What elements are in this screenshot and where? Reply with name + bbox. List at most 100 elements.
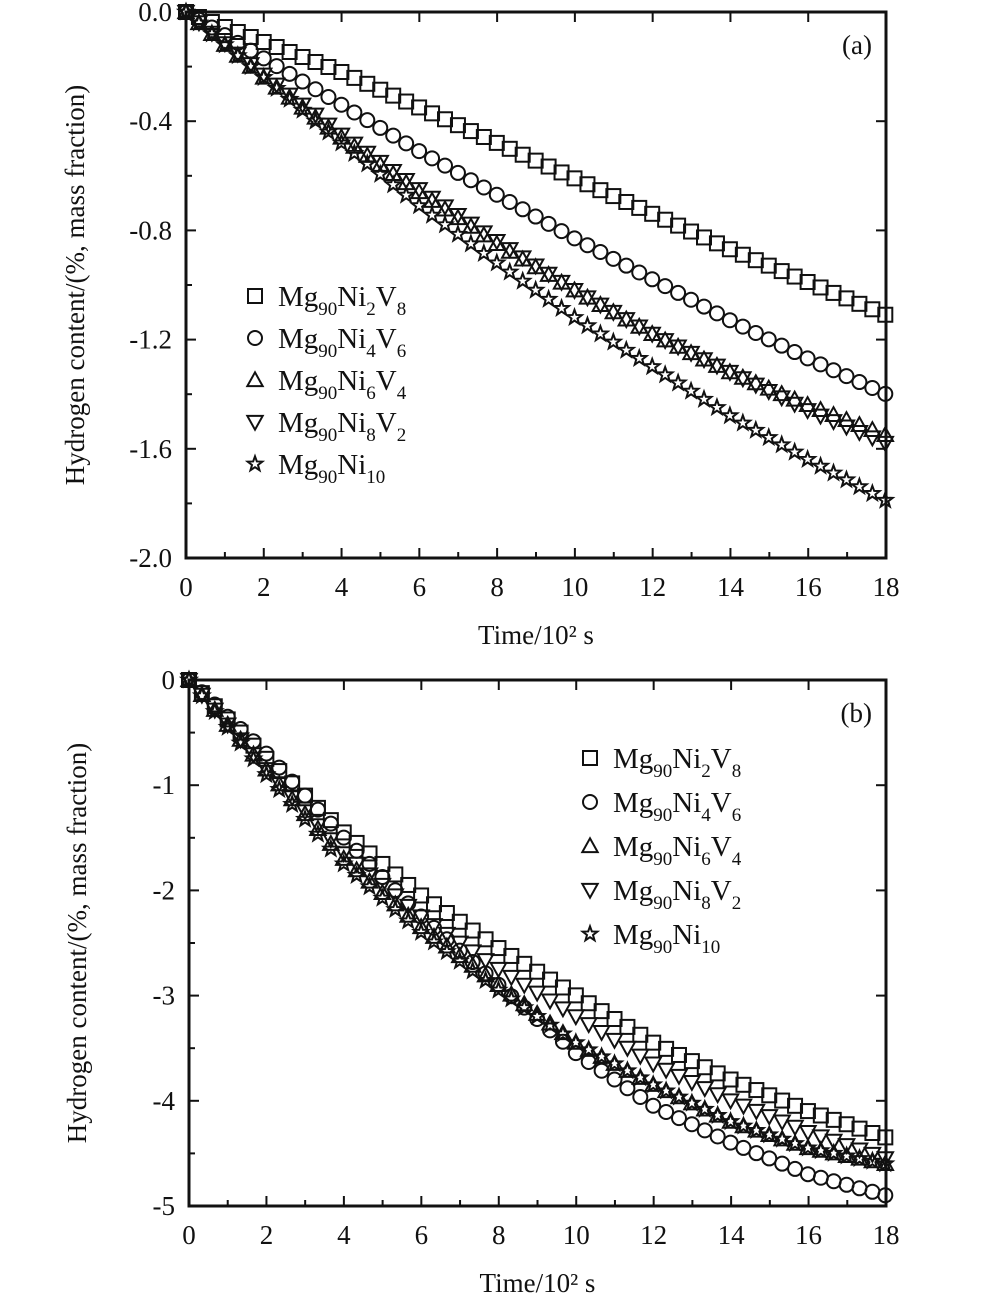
data-point bbox=[733, 371, 753, 389]
series-square bbox=[178, 4, 894, 323]
data-point bbox=[629, 347, 650, 368]
series-triangle-up bbox=[179, 670, 895, 1171]
data-point bbox=[824, 414, 843, 431]
x-tick-label: 4 bbox=[337, 1220, 351, 1250]
data-point bbox=[825, 1173, 842, 1190]
data-point bbox=[539, 266, 558, 284]
data-point bbox=[268, 38, 285, 55]
data-point bbox=[630, 1067, 651, 1087]
legend-marker bbox=[580, 836, 600, 854]
x-tick-label: 18 bbox=[873, 572, 900, 602]
series-star bbox=[178, 669, 896, 1173]
panel-a-chart: 0 2 4 6 8 10 12 14 16 18 0.0 -0.4 -0.8 -1.2 -1.6 -2.0 Ti… bbox=[60, 0, 900, 650]
data-point bbox=[305, 110, 326, 130]
data-point bbox=[474, 225, 494, 243]
data-point bbox=[321, 832, 341, 850]
data-point bbox=[333, 63, 350, 80]
data-point bbox=[862, 430, 882, 448]
data-point bbox=[240, 55, 261, 76]
data-point bbox=[864, 301, 881, 318]
data-point bbox=[410, 921, 432, 941]
data-point bbox=[318, 121, 339, 141]
data-point bbox=[759, 384, 779, 401]
x-tick-label: 10 bbox=[563, 1220, 590, 1250]
data-point bbox=[732, 412, 753, 432]
data-point bbox=[784, 441, 805, 461]
data-point bbox=[787, 1160, 804, 1177]
data-point bbox=[475, 969, 496, 990]
data-point bbox=[564, 306, 585, 327]
data-point bbox=[370, 163, 391, 183]
data-point bbox=[721, 241, 738, 258]
y-axis-title: Hydrogen content/(%, mass fraction) bbox=[62, 743, 92, 1143]
data-point bbox=[759, 1124, 780, 1144]
data-point bbox=[862, 1150, 883, 1170]
data-point bbox=[670, 217, 687, 234]
data-point bbox=[877, 1129, 894, 1146]
data-point bbox=[799, 1103, 816, 1120]
data-point bbox=[864, 1125, 881, 1142]
legend: Mg90Ni2V8Mg90Ni4V6Mg90Ni6V4Mg90Ni8V2Mg90… bbox=[244, 281, 407, 488]
data-point bbox=[268, 58, 285, 75]
data-point bbox=[785, 396, 805, 414]
data-point bbox=[851, 1120, 868, 1137]
data-point bbox=[696, 1122, 713, 1139]
data-point bbox=[266, 77, 287, 97]
data-point bbox=[812, 1107, 829, 1124]
data-point bbox=[438, 905, 455, 922]
data-point bbox=[797, 448, 818, 468]
data-point bbox=[565, 1032, 586, 1052]
data-point bbox=[811, 1129, 831, 1147]
data-point bbox=[437, 111, 453, 128]
data-point bbox=[437, 936, 457, 954]
data-point bbox=[320, 838, 341, 858]
data-point bbox=[875, 425, 895, 443]
legend-marker bbox=[247, 288, 263, 304]
data-point bbox=[396, 184, 417, 204]
data-point bbox=[810, 1139, 831, 1160]
data-point bbox=[385, 888, 405, 906]
data-point bbox=[463, 955, 483, 973]
data-point bbox=[658, 1103, 675, 1120]
x-tick-label: 8 bbox=[490, 572, 504, 602]
data-point bbox=[619, 1080, 636, 1097]
data-point bbox=[201, 23, 223, 43]
data-point bbox=[539, 1014, 561, 1034]
data-point bbox=[603, 331, 624, 351]
data-point bbox=[476, 965, 495, 983]
data-point bbox=[451, 913, 468, 930]
data-point bbox=[670, 284, 687, 301]
data-point bbox=[385, 87, 402, 104]
data-point bbox=[346, 69, 363, 86]
data-point bbox=[657, 278, 674, 295]
data-point bbox=[761, 1087, 778, 1104]
data-point bbox=[849, 1147, 870, 1168]
data-point bbox=[862, 420, 882, 438]
data-point bbox=[605, 188, 622, 205]
data-point bbox=[579, 176, 596, 193]
data-point bbox=[385, 898, 406, 919]
data-point bbox=[825, 1111, 842, 1128]
data-point bbox=[242, 28, 259, 45]
data-point bbox=[320, 88, 337, 105]
data-point bbox=[772, 1114, 792, 1132]
data-point bbox=[680, 380, 702, 400]
data-point bbox=[486, 252, 507, 272]
data-point bbox=[501, 988, 522, 1008]
data-point bbox=[462, 123, 479, 140]
data-point bbox=[629, 319, 649, 337]
data-point bbox=[616, 339, 637, 359]
data-point bbox=[592, 244, 609, 261]
data-point bbox=[489, 975, 508, 993]
data-point bbox=[823, 1142, 844, 1162]
data-point bbox=[464, 922, 481, 939]
data-point bbox=[693, 388, 715, 408]
data-point bbox=[812, 356, 829, 373]
data-point bbox=[527, 1005, 548, 1026]
data-point bbox=[785, 1119, 805, 1137]
data-point bbox=[747, 252, 764, 269]
data-point bbox=[243, 748, 264, 768]
data-point bbox=[332, 127, 351, 145]
data-point bbox=[321, 834, 341, 851]
data-point bbox=[681, 345, 701, 363]
